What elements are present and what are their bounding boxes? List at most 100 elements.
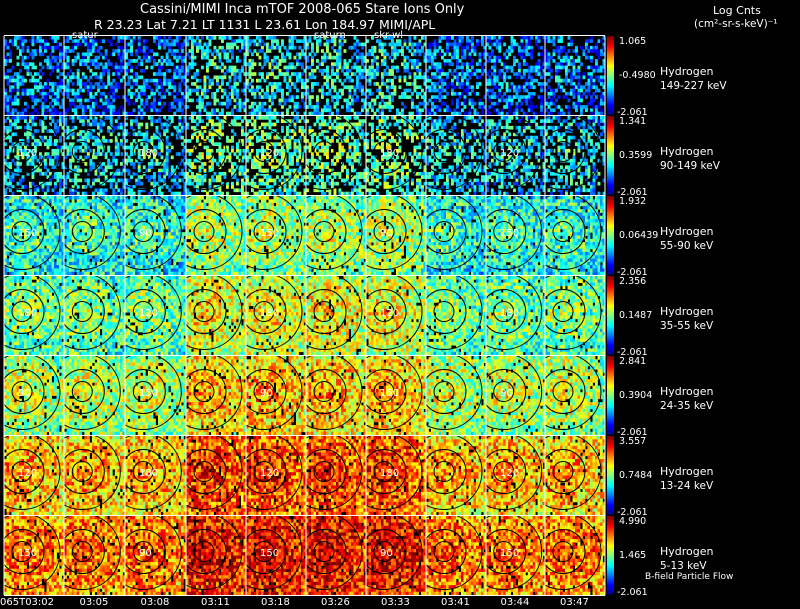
heatmap-cell: [595, 105, 598, 109]
heatmap-cell: [89, 165, 93, 170]
heatmap-cell: [221, 62, 224, 67]
heatmap-cell: [348, 145, 352, 150]
heatmap-cell: [29, 162, 32, 166]
heatmap-cell: [278, 168, 282, 173]
heatmap-cell: [91, 105, 95, 109]
heatmap-cell: [228, 36, 232, 40]
heatmap-cell: [84, 162, 88, 166]
heatmap-cell: [358, 122, 362, 127]
heatmap-cell: [186, 36, 189, 40]
heatmap-cell: [333, 188, 337, 193]
heatmap-cell: [16, 78, 20, 83]
heatmap-cell: [191, 98, 194, 103]
heatmap-cell: [318, 185, 322, 189]
heatmap-cell: [107, 98, 111, 103]
heatmap-cell: [423, 91, 427, 96]
heatmap-cell: [152, 108, 156, 113]
heatmap-cell: [393, 116, 397, 120]
heatmap-cell: [446, 85, 449, 90]
heatmap-cell: [391, 49, 394, 53]
heatmap-cell: [71, 91, 75, 96]
heatmap-cell: [527, 98, 531, 103]
heatmap-cell: [572, 68, 576, 73]
heatmap-cell: [61, 111, 65, 116]
heatmap-cell: [328, 175, 332, 179]
heatmap-cell: [56, 155, 60, 160]
heatmap-cell: [186, 181, 189, 186]
heatmap-cell: [283, 148, 287, 153]
heatmap-cell: [396, 175, 399, 179]
heatmap-cell: [228, 111, 232, 116]
heatmap-cell: [76, 82, 80, 86]
heatmap-cell: [236, 122, 239, 127]
heatmap-cell: [273, 45, 277, 50]
heatmap-cell: [602, 75, 606, 80]
heatmap-cell: [600, 95, 603, 99]
heatmap-cell: [213, 75, 217, 80]
heatmap-cell: [600, 52, 603, 57]
heatmap-cell: [201, 132, 204, 137]
heatmap-cell: [537, 65, 541, 70]
heatmap-cell: [99, 72, 103, 76]
heatmap-cell: [150, 108, 154, 113]
heatmap-cell: [557, 78, 561, 83]
heatmap-cell: [191, 165, 194, 170]
heatmap-cell: [358, 155, 362, 160]
heatmap-cell: [44, 158, 47, 163]
heatmap-cell: [188, 148, 192, 153]
heatmap-cell: [119, 142, 123, 147]
heatmap-cell: [261, 108, 264, 113]
contour-line: [125, 116, 182, 191]
heatmap-cell: [183, 59, 187, 63]
heatmap-cell: [436, 105, 439, 109]
heatmap-cell: [293, 95, 297, 99]
heatmap-cell: [147, 59, 151, 63]
heatmap-cell: [251, 52, 254, 57]
heatmap-cell: [233, 72, 237, 76]
heatmap-cell: [421, 95, 424, 99]
heatmap-cell: [530, 49, 534, 53]
heatmap-cell: [26, 139, 30, 143]
heatmap-cell: [228, 68, 232, 73]
heatmap-cell: [351, 155, 354, 160]
heatmap-cell: [29, 125, 32, 130]
heatmap-cell: [441, 72, 444, 76]
heatmap-cell: [89, 36, 93, 40]
heatmap-cell: [587, 49, 591, 53]
heatmap-cell: [433, 45, 437, 50]
heatmap-cell: [178, 36, 182, 40]
heatmap-cell: [436, 49, 439, 53]
heatmap-cell: [16, 168, 20, 173]
heatmap-cell: [368, 82, 372, 86]
heatmap-cell: [331, 62, 334, 67]
heatmap-cell: [286, 188, 289, 193]
heatmap-cell: [428, 45, 432, 50]
heatmap-cell: [273, 85, 277, 90]
heatmap-cell: [281, 105, 284, 109]
heatmap-cell: [353, 145, 357, 150]
heatmap-cell: [308, 98, 312, 103]
heatmap-cell: [21, 111, 25, 116]
heatmap-cell: [16, 101, 20, 106]
heatmap-cell: [358, 171, 362, 176]
heatmap-cell: [525, 36, 529, 40]
heatmap-cell: [495, 85, 499, 90]
heatmap-cell: [132, 165, 136, 170]
heatmap-cell: [4, 105, 7, 109]
heatmap-cell: [266, 55, 269, 60]
heatmap-cell: [233, 78, 237, 83]
heatmap-cell: [585, 52, 588, 57]
heatmap-cell: [160, 155, 164, 160]
heatmap-cell: [246, 78, 249, 83]
heatmap-cell: [201, 36, 204, 40]
heatmap-cell: [243, 105, 247, 109]
heatmap-cell: [102, 108, 106, 113]
heatmap-cell: [403, 42, 407, 47]
heatmap-cell: [411, 42, 414, 47]
heatmap-cell: [316, 105, 319, 109]
heatmap-cell: [51, 65, 55, 70]
heatmap-cell: [122, 52, 126, 57]
heatmap-cell: [313, 105, 317, 109]
heatmap-cell: [122, 129, 126, 133]
heatmap-cell: [173, 191, 177, 196]
